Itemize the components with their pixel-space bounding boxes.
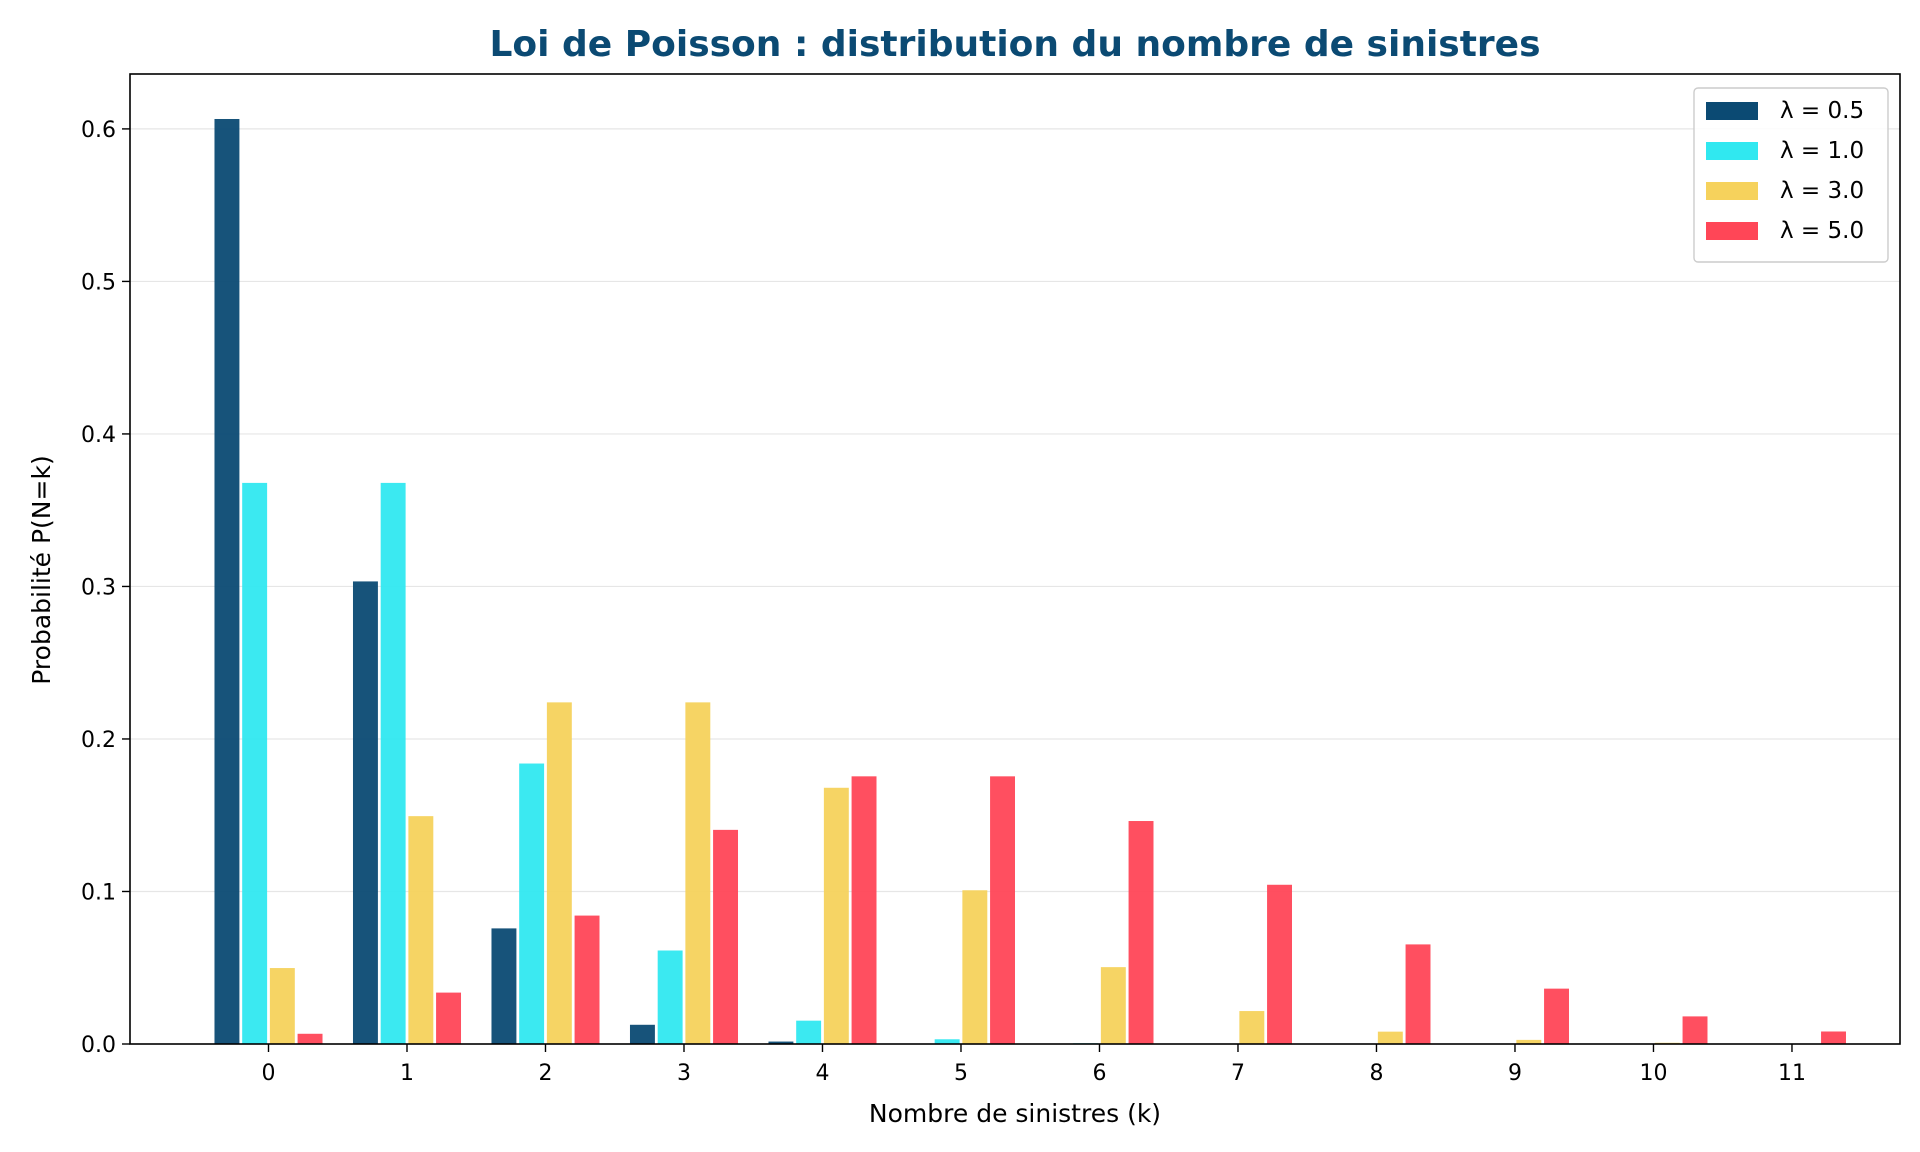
bar <box>685 702 711 1044</box>
x-tick-label: 6 <box>1092 1061 1106 1086</box>
bar <box>546 702 572 1044</box>
x-tick-label: 3 <box>677 1061 691 1086</box>
legend-label: λ = 0.5 <box>1780 98 1864 124</box>
x-tick-label: 10 <box>1639 1061 1667 1086</box>
bar <box>823 787 849 1044</box>
bar <box>408 816 434 1044</box>
legend-box <box>1693 87 1889 263</box>
bar <box>1821 1031 1846 1044</box>
bar <box>1544 988 1569 1044</box>
bar <box>242 482 268 1044</box>
bar <box>491 928 517 1044</box>
bar <box>657 950 683 1044</box>
x-tick-label: 11 <box>1778 1061 1806 1086</box>
bar <box>436 992 462 1044</box>
bar <box>1239 1011 1265 1044</box>
bar <box>1128 821 1154 1044</box>
bar <box>352 581 378 1044</box>
chart-title: Loi de Poisson : distribution du nombre … <box>489 24 1540 65</box>
legend-swatch <box>1706 222 1758 240</box>
x-tick-label: 4 <box>815 1061 829 1086</box>
bar <box>713 829 739 1044</box>
legend-label: λ = 3.0 <box>1780 178 1864 204</box>
legend-label: λ = 1.0 <box>1780 138 1864 164</box>
y-tick-label: 0.0 <box>81 1033 116 1058</box>
bar <box>990 776 1015 1044</box>
legend-swatch <box>1706 102 1758 120</box>
legend-label: λ = 5.0 <box>1780 218 1864 244</box>
bar <box>519 763 545 1044</box>
bar <box>1267 884 1292 1044</box>
bar <box>214 118 240 1045</box>
axis-ticks: 0.0 0.1 0.2 0.3 0.4 0.5 0.6 0 1 2 3 4 5 6 7 8 9 10 11 <box>81 118 1806 1086</box>
bars <box>214 118 1846 1045</box>
y-tick-label: 0.5 <box>81 270 116 295</box>
x-tick-label: 1 <box>400 1061 414 1086</box>
bar <box>1405 944 1431 1044</box>
bar <box>1682 1016 1708 1044</box>
bar <box>629 1024 655 1044</box>
y-tick-label: 0.6 <box>81 118 116 143</box>
bar <box>269 968 295 1044</box>
bar <box>796 1020 822 1044</box>
x-axis-title: Nombre de sinistres (k) <box>869 1099 1161 1128</box>
bar <box>1377 1031 1403 1044</box>
legend-swatch <box>1706 182 1758 200</box>
bar <box>934 1039 960 1044</box>
bar <box>297 1033 323 1044</box>
bar <box>768 1041 794 1044</box>
x-tick-label: 2 <box>538 1061 552 1086</box>
x-tick-label: 0 <box>261 1061 275 1086</box>
x-tick-label: 9 <box>1508 1061 1522 1086</box>
bar <box>380 482 406 1044</box>
y-tick-label: 0.3 <box>81 575 116 600</box>
bar <box>574 915 600 1044</box>
y-tick-label: 0.2 <box>81 728 116 753</box>
y-axis-title: Probabilité P(N=k) <box>27 455 56 684</box>
x-tick-label: 8 <box>1369 1061 1383 1086</box>
bar <box>1516 1039 1542 1044</box>
y-tick-label: 0.1 <box>81 880 116 905</box>
bar <box>1100 967 1126 1044</box>
x-tick-label: 5 <box>954 1061 968 1086</box>
y-tick-label: 0.4 <box>81 423 116 448</box>
bar <box>851 776 877 1044</box>
x-tick-label: 7 <box>1231 1061 1245 1086</box>
bar <box>962 890 988 1044</box>
plot-frame <box>129 73 1901 1045</box>
legend: λ = 0.5 λ = 1.0 λ = 3.0 λ = 5.0 <box>1693 87 1889 263</box>
legend-swatch <box>1706 142 1758 160</box>
